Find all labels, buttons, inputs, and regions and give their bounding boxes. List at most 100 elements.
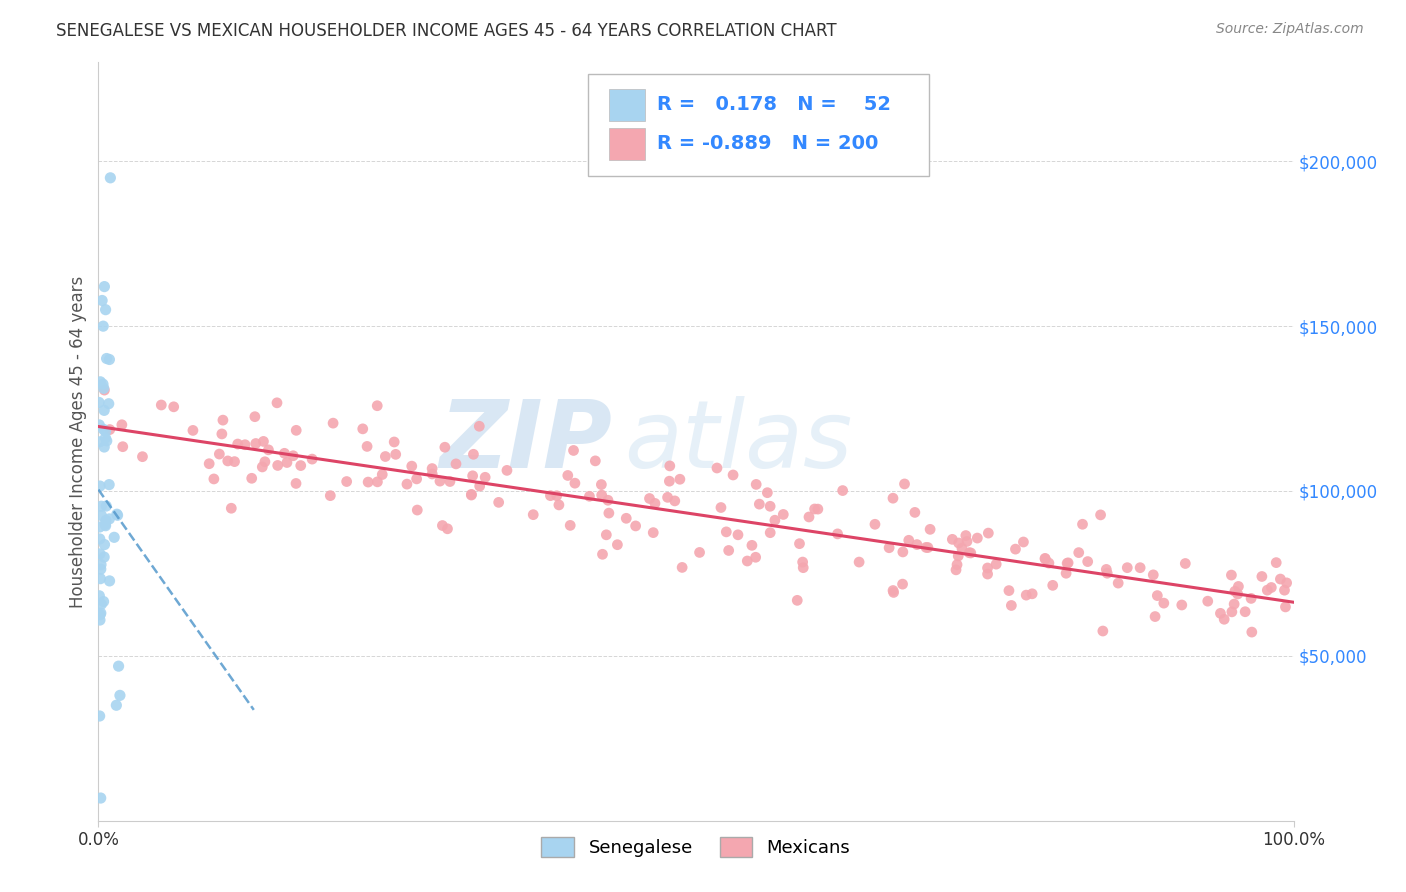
Point (717, 543, 740, 558)
Point (741, 538, 763, 552)
Point (97, 397, 120, 411)
Text: R =   0.178   N =    52: R = 0.178 N = 52 (657, 95, 890, 113)
Point (89, 520, 111, 534)
Point (557, 468, 579, 483)
Point (759, 525, 782, 540)
Point (98, 512, 121, 526)
Point (959, 546, 981, 560)
Legend: Senegalese, Mexicans: Senegalese, Mexicans (534, 830, 858, 864)
Point (1057, 556, 1080, 570)
Point (89, 607, 111, 622)
Point (444, 457, 467, 471)
Point (98, 423, 121, 437)
Point (1015, 588, 1038, 602)
Point (706, 461, 728, 475)
Point (1038, 556, 1060, 570)
Point (352, 422, 374, 436)
Point (891, 577, 914, 591)
Point (664, 494, 686, 508)
Point (217, 454, 239, 468)
Point (1234, 605, 1257, 619)
Point (904, 505, 927, 519)
Point (285, 423, 308, 437)
Point (1146, 589, 1168, 603)
Point (1209, 607, 1232, 621)
Point (98, 477, 121, 491)
Point (1000, 599, 1022, 613)
FancyBboxPatch shape (589, 74, 929, 177)
Point (436, 522, 458, 536)
Point (1012, 535, 1035, 549)
Point (96, 351, 118, 366)
Point (319, 489, 342, 503)
Point (420, 461, 443, 475)
Point (93, 440, 115, 454)
Point (252, 434, 274, 449)
Point (96, 434, 118, 448)
Point (827, 527, 849, 541)
Point (689, 545, 711, 559)
Point (181, 424, 204, 438)
Point (273, 446, 295, 460)
Point (716, 524, 738, 539)
Point (89, 417, 111, 432)
Point (1004, 542, 1026, 557)
Point (89, 532, 111, 546)
Point (763, 513, 786, 527)
Point (382, 434, 405, 449)
Bar (609, 89, 644, 120)
Point (976, 567, 998, 582)
Point (792, 555, 814, 569)
Point (658, 474, 681, 488)
Point (1174, 557, 1197, 571)
Point (90, 791, 112, 805)
Point (94, 431, 117, 445)
Point (522, 508, 544, 522)
Point (1270, 572, 1292, 586)
Point (366, 475, 388, 489)
Point (562, 443, 585, 458)
Point (468, 479, 491, 493)
Point (93, 403, 115, 417)
Point (945, 563, 967, 577)
Point (560, 518, 582, 533)
Point (564, 476, 586, 491)
Point (644, 496, 666, 510)
Point (94, 302, 117, 317)
Point (1021, 587, 1043, 601)
Point (98, 574, 121, 588)
Point (91, 319, 114, 334)
Point (1213, 612, 1236, 626)
Point (406, 503, 429, 517)
Point (111, 440, 134, 454)
Point (93, 594, 115, 608)
Point (893, 477, 915, 491)
Point (202, 472, 225, 486)
Point (592, 547, 614, 561)
Point (546, 489, 568, 503)
Point (253, 455, 276, 469)
Bar (609, 128, 644, 161)
Point (1056, 557, 1078, 571)
Point (371, 467, 394, 482)
Point (226, 437, 249, 451)
Point (1171, 598, 1194, 612)
Point (433, 440, 456, 454)
Point (578, 489, 600, 503)
Point (1042, 578, 1064, 592)
Point (710, 500, 733, 515)
Point (882, 491, 904, 506)
Point (460, 488, 482, 502)
Point (897, 533, 920, 548)
Point (336, 475, 359, 489)
Point (946, 558, 969, 572)
Point (276, 456, 298, 470)
Point (596, 493, 619, 508)
Point (1223, 584, 1246, 599)
Point (91, 377, 114, 392)
Point (1116, 560, 1139, 574)
Point (474, 470, 496, 484)
Point (883, 585, 905, 599)
Point (1095, 562, 1118, 576)
Point (1197, 594, 1219, 608)
